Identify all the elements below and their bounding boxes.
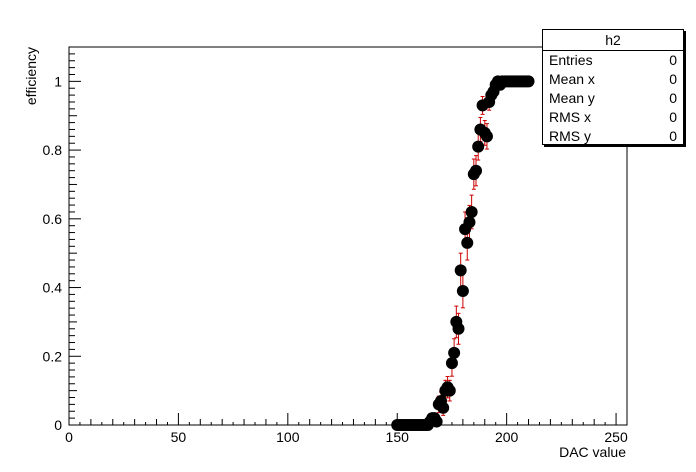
x-tick-label: 200 bbox=[495, 429, 519, 445]
stats-label: RMS x bbox=[549, 109, 591, 125]
stats-value: 0 bbox=[669, 109, 677, 125]
stats-row-rms-x: RMS x 0 bbox=[543, 108, 683, 127]
x-tick-label: 50 bbox=[171, 429, 187, 445]
y-tick-label: 0.2 bbox=[43, 348, 63, 364]
stats-box: h2 Entries 0 Mean x 0 Mean y 0 RMS x 0 R… bbox=[542, 29, 684, 145]
stats-label: Mean x bbox=[549, 71, 595, 87]
stats-row-rms-y: RMS y 0 bbox=[543, 127, 683, 146]
y-tick-label: 0.4 bbox=[43, 280, 63, 296]
stats-label: RMS y bbox=[549, 128, 591, 144]
y-axis-label: efficiency bbox=[23, 47, 39, 105]
stats-row-mean-y: Mean y 0 bbox=[543, 89, 683, 108]
data-point bbox=[463, 216, 476, 229]
data-point bbox=[470, 164, 483, 177]
data-point bbox=[452, 322, 465, 335]
x-tick-label: 0 bbox=[65, 429, 73, 445]
data-point bbox=[461, 236, 474, 249]
data-points bbox=[391, 75, 535, 431]
stats-value: 0 bbox=[669, 128, 677, 144]
x-tick-label: 250 bbox=[604, 429, 628, 445]
data-point bbox=[430, 415, 443, 428]
stats-label: Entries bbox=[549, 52, 593, 68]
stats-row-entries: Entries 0 bbox=[543, 51, 683, 70]
data-point bbox=[448, 346, 461, 359]
x-tick-label: 150 bbox=[386, 429, 410, 445]
y-tick-label: 0 bbox=[54, 417, 62, 433]
stats-title: h2 bbox=[543, 30, 683, 51]
data-point bbox=[472, 140, 485, 153]
stats-value: 0 bbox=[669, 52, 677, 68]
x-tick-label: 100 bbox=[276, 429, 300, 445]
x-axis-ticks: 0 50 100 150 200 250 bbox=[65, 413, 628, 445]
y-tick-label: 0.8 bbox=[43, 142, 63, 158]
data-point bbox=[437, 401, 450, 414]
y-axis-ticks: 0 0.2 0.4 0.6 0.8 1 bbox=[43, 46, 81, 433]
y-tick-label: 1 bbox=[54, 73, 62, 89]
stats-value: 0 bbox=[669, 71, 677, 87]
stats-row-mean-x: Mean x 0 bbox=[543, 70, 683, 89]
y-tick-label: 0.6 bbox=[43, 211, 63, 227]
data-point bbox=[445, 357, 458, 370]
x-axis-label: DAC value bbox=[559, 444, 626, 460]
data-point bbox=[480, 130, 493, 143]
data-point bbox=[454, 264, 467, 277]
plot-frame bbox=[68, 46, 628, 426]
stats-value: 0 bbox=[669, 90, 677, 106]
stats-label: Mean y bbox=[549, 90, 595, 106]
data-point bbox=[443, 384, 456, 397]
data-point bbox=[456, 284, 469, 297]
data-point bbox=[522, 75, 535, 88]
data-point bbox=[465, 205, 478, 218]
